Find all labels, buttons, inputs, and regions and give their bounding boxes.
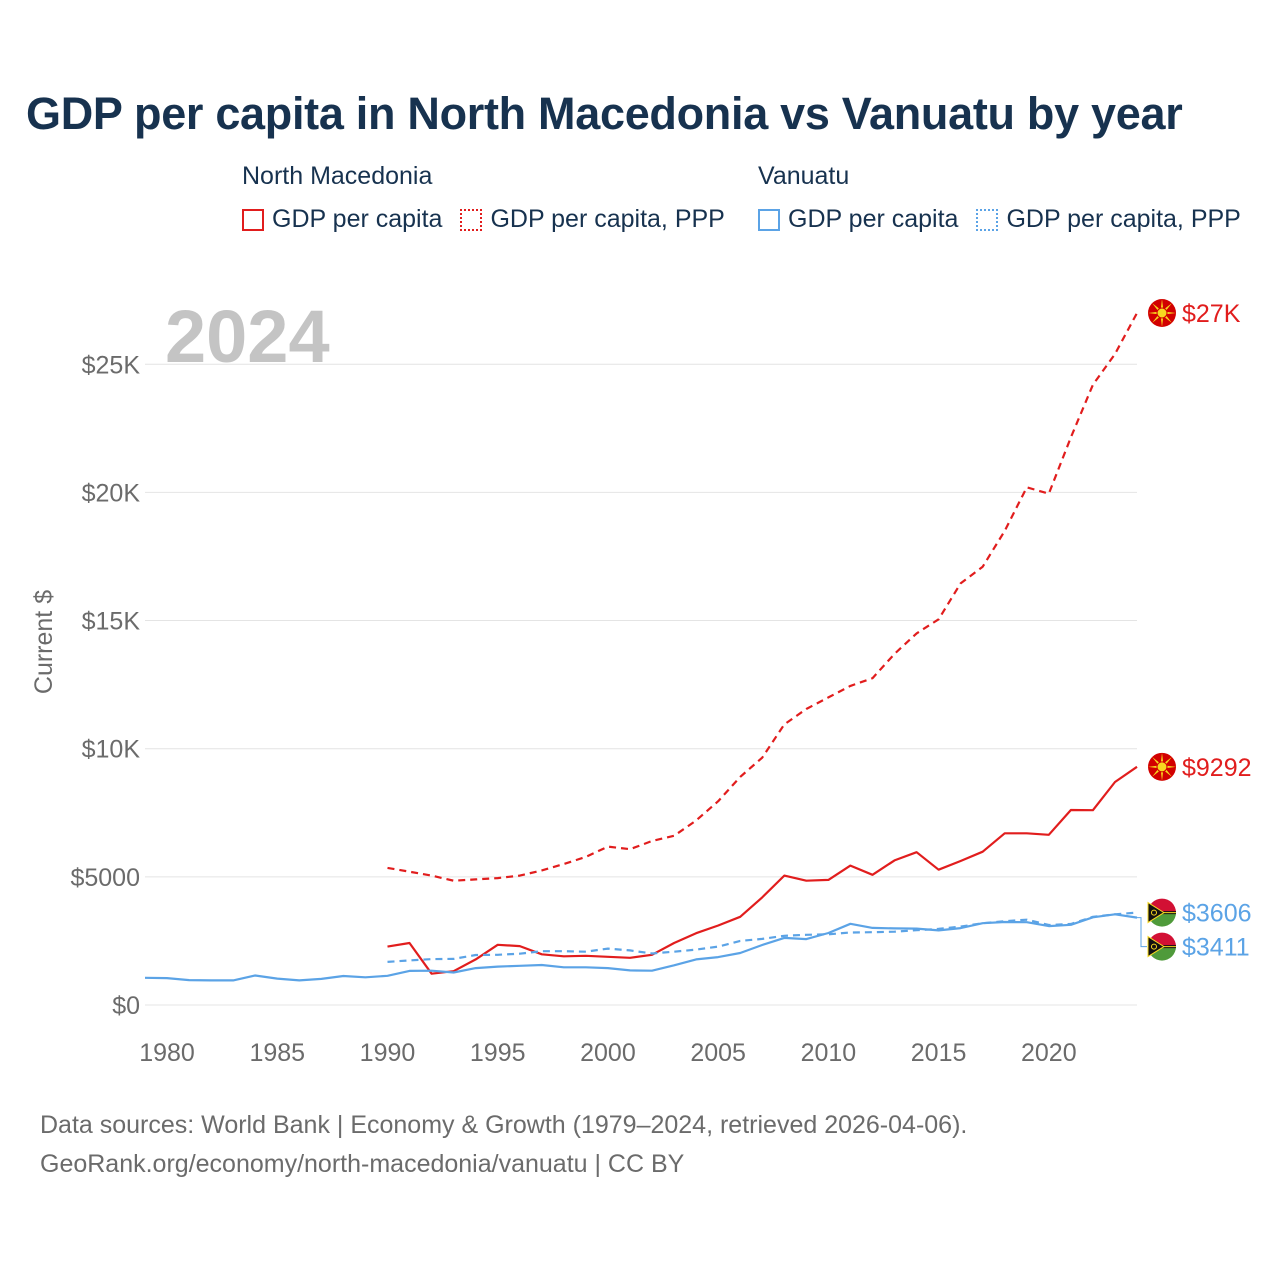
north-macedonia-flag-icon (1148, 752, 1176, 781)
year-watermark: 2024 (165, 295, 330, 378)
legend-item-nm-gdp[interactable]: GDP per capita (242, 205, 442, 234)
legend-item-vu-gdp[interactable]: GDP per capita (758, 205, 958, 234)
x-tick-label: 2015 (911, 1039, 967, 1067)
legend-group-title: North Macedonia (242, 162, 433, 190)
x-tick-label: 2020 (1021, 1039, 1077, 1067)
legend-label: GDP per capita, PPP (490, 205, 725, 233)
y-axis-label: Current $ (30, 590, 58, 694)
vanuatu-flag-icon (1147, 932, 1176, 961)
footer: Data sources: World Bank | Economy & Gro… (40, 1106, 967, 1184)
x-tick-label: 1995 (470, 1039, 526, 1067)
x-tick-label: 1985 (249, 1039, 305, 1067)
end-value-label: $9292 (1182, 754, 1252, 782)
chart-title: GDP per capita in North Macedonia vs Van… (26, 88, 1183, 139)
legend-item-vu-ppp[interactable]: GDP per capita, PPP (976, 205, 1241, 234)
y-tick-label: $25K (82, 351, 141, 379)
legend-vanuatu: Vanuatu GDP per capita GDP per capita, P… (758, 162, 1259, 234)
y-tick-label: $5000 (70, 864, 140, 892)
x-tick-label: 2005 (690, 1039, 746, 1067)
legend-north-macedonia: North Macedonia GDP per capita GDP per c… (242, 162, 743, 234)
y-tick-label: $0 (112, 992, 140, 1020)
end-value-label: $27K (1182, 300, 1241, 328)
vanuatu-flag-icon (1147, 898, 1176, 927)
series-line-1[interactable] (387, 312, 1138, 882)
footer-link[interactable]: GeoRank.org/economy/north-macedonia/vanu… (40, 1150, 685, 1178)
series-line-3[interactable] (387, 911, 1138, 963)
y-tick-label: $15K (82, 608, 141, 636)
legend-swatch-dotted-blue (976, 208, 999, 231)
legend-label: GDP per capita, PPP (1006, 205, 1241, 233)
x-tick-label: 2010 (801, 1039, 857, 1067)
y-tick-label: $10K (82, 736, 141, 764)
legend-item-nm-ppp[interactable]: GDP per capita, PPP (460, 205, 725, 234)
series-line-0[interactable] (387, 765, 1138, 975)
footer-sources: Data sources: World Bank | Economy & Gro… (40, 1111, 968, 1139)
end-value-label: $3606 (1182, 900, 1252, 928)
x-tick-label: 2000 (580, 1039, 636, 1067)
north-macedonia-flag-icon (1148, 299, 1176, 327)
series-line-2[interactable] (144, 913, 1138, 982)
label-leader (1137, 917, 1147, 948)
legend-label: GDP per capita (272, 205, 443, 233)
legend-swatch-solid-blue (758, 208, 780, 231)
legend-label: GDP per capita (788, 205, 959, 233)
y-tick-label: $20K (82, 479, 141, 507)
legend-group-title: Vanuatu (758, 162, 850, 190)
legend-swatch-dotted-red (460, 208, 483, 231)
end-value-label: $3411 (1182, 934, 1250, 962)
legend-swatch-solid-red (242, 208, 264, 231)
x-tick-label: 1980 (139, 1039, 195, 1067)
x-tick-label: 1990 (360, 1039, 416, 1067)
